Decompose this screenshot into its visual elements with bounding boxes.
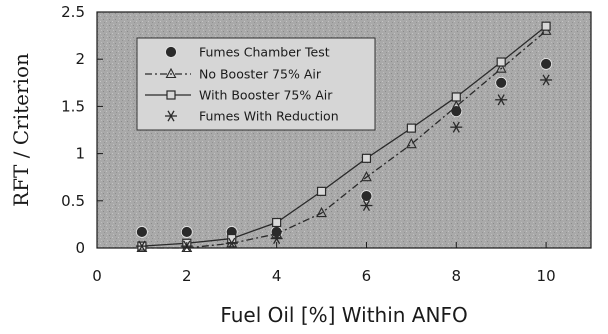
data-point-fumes-with-reduction (270, 233, 283, 245)
data-point-fumes-with-reduction (135, 240, 148, 252)
legend-label: Fumes With Reduction (199, 109, 339, 124)
x-tick-label: 10 (537, 267, 556, 285)
data-point-fumes-with-reduction (450, 121, 463, 133)
asterisk-stroke (167, 110, 175, 122)
data-point-fumes-chamber-test (495, 76, 508, 89)
series-fumes-chamber-test (136, 58, 552, 238)
y-tick-label: 0.5 (61, 192, 85, 210)
data-point-no-booster-75-air (405, 137, 417, 149)
data-point-fumes-with-reduction (360, 199, 373, 212)
data-point-with-booster-75-air (316, 186, 327, 196)
data-point-no-booster-75-air (361, 171, 372, 182)
legend-item-fumes-with-reduction: Fumes With Reduction (165, 109, 339, 124)
data-point-with-booster-75-air (272, 217, 282, 228)
asterisk-stroke (228, 237, 236, 249)
asterisk-stroke (273, 233, 281, 245)
x-tick-label: 4 (272, 267, 282, 285)
y-tick-label: 1 (75, 145, 85, 163)
y-axis-title: RFT / Criterion (9, 53, 33, 207)
x-tick-label: 8 (451, 267, 461, 285)
data-point-with-booster-75-air (496, 57, 506, 67)
asterisk-stroke (362, 199, 371, 212)
data-point-with-booster-75-air (361, 153, 372, 163)
legend-item-with-booster-75-air: With Booster 75% Air (145, 88, 333, 103)
series-line-no-booster-75-air (141, 30, 547, 249)
data-point-fumes-chamber-test (180, 226, 193, 238)
legend-label: With Booster 75% Air (199, 88, 333, 103)
data-point-with-booster-75-air (406, 123, 416, 133)
asterisk-stroke (138, 240, 146, 252)
legend-item-no-booster-75-air: No Booster 75% Air (145, 67, 322, 82)
y-tick-label: 1.5 (61, 97, 85, 115)
data-point-fumes-with-reduction (495, 94, 508, 106)
data-point-fumes-with-reduction (540, 74, 553, 86)
x-axis-title: Fuel Oil [%] Within ANFO (220, 303, 467, 327)
y-tick-label: 0 (75, 239, 85, 257)
y-tick-label: 2 (75, 50, 85, 68)
data-point-fumes-chamber-test (540, 58, 552, 70)
series-line-with-booster-75-air (141, 25, 547, 247)
legend: Fumes Chamber Test No Booster 75% Air With… (136, 37, 376, 131)
legend-label: No Booster 75% Air (199, 67, 322, 82)
data-point-fumes-with-reduction (225, 237, 238, 249)
legend-items: Fumes Chamber Test No Booster 75% Air With… (145, 45, 339, 124)
legend-marker (165, 110, 177, 122)
asterisk-stroke (452, 121, 460, 133)
asterisk-stroke (497, 94, 505, 106)
legend-marker (166, 90, 176, 100)
data-point-fumes-chamber-test (136, 226, 148, 238)
legend-label: Fumes Chamber Test (199, 45, 330, 60)
x-tick-label: 0 (92, 267, 102, 285)
x-tick-label: 6 (362, 267, 372, 285)
axes-layer: 0 2 4 6 8 10 0 0.5 1 1.5 2 2.5 (61, 3, 555, 285)
x-tick-label: 2 (182, 267, 192, 285)
legend-item-fumes-chamber-test: Fumes Chamber Test (165, 45, 330, 60)
asterisk-stroke (542, 74, 550, 86)
data-point-fumes-chamber-test (450, 105, 463, 118)
legend-marker (165, 46, 177, 58)
data-point-with-booster-75-air (451, 92, 461, 102)
data-point-no-booster-75-air (316, 206, 327, 218)
data-point-fumes-chamber-test (360, 190, 373, 202)
legend-marker (165, 67, 177, 79)
y-tick-label: 2.5 (61, 3, 85, 21)
data-point-no-booster-75-air (450, 100, 462, 111)
series-layer (135, 21, 553, 253)
data-point-no-booster-75-air (495, 62, 507, 73)
data-point-with-booster-75-air (541, 21, 551, 31)
